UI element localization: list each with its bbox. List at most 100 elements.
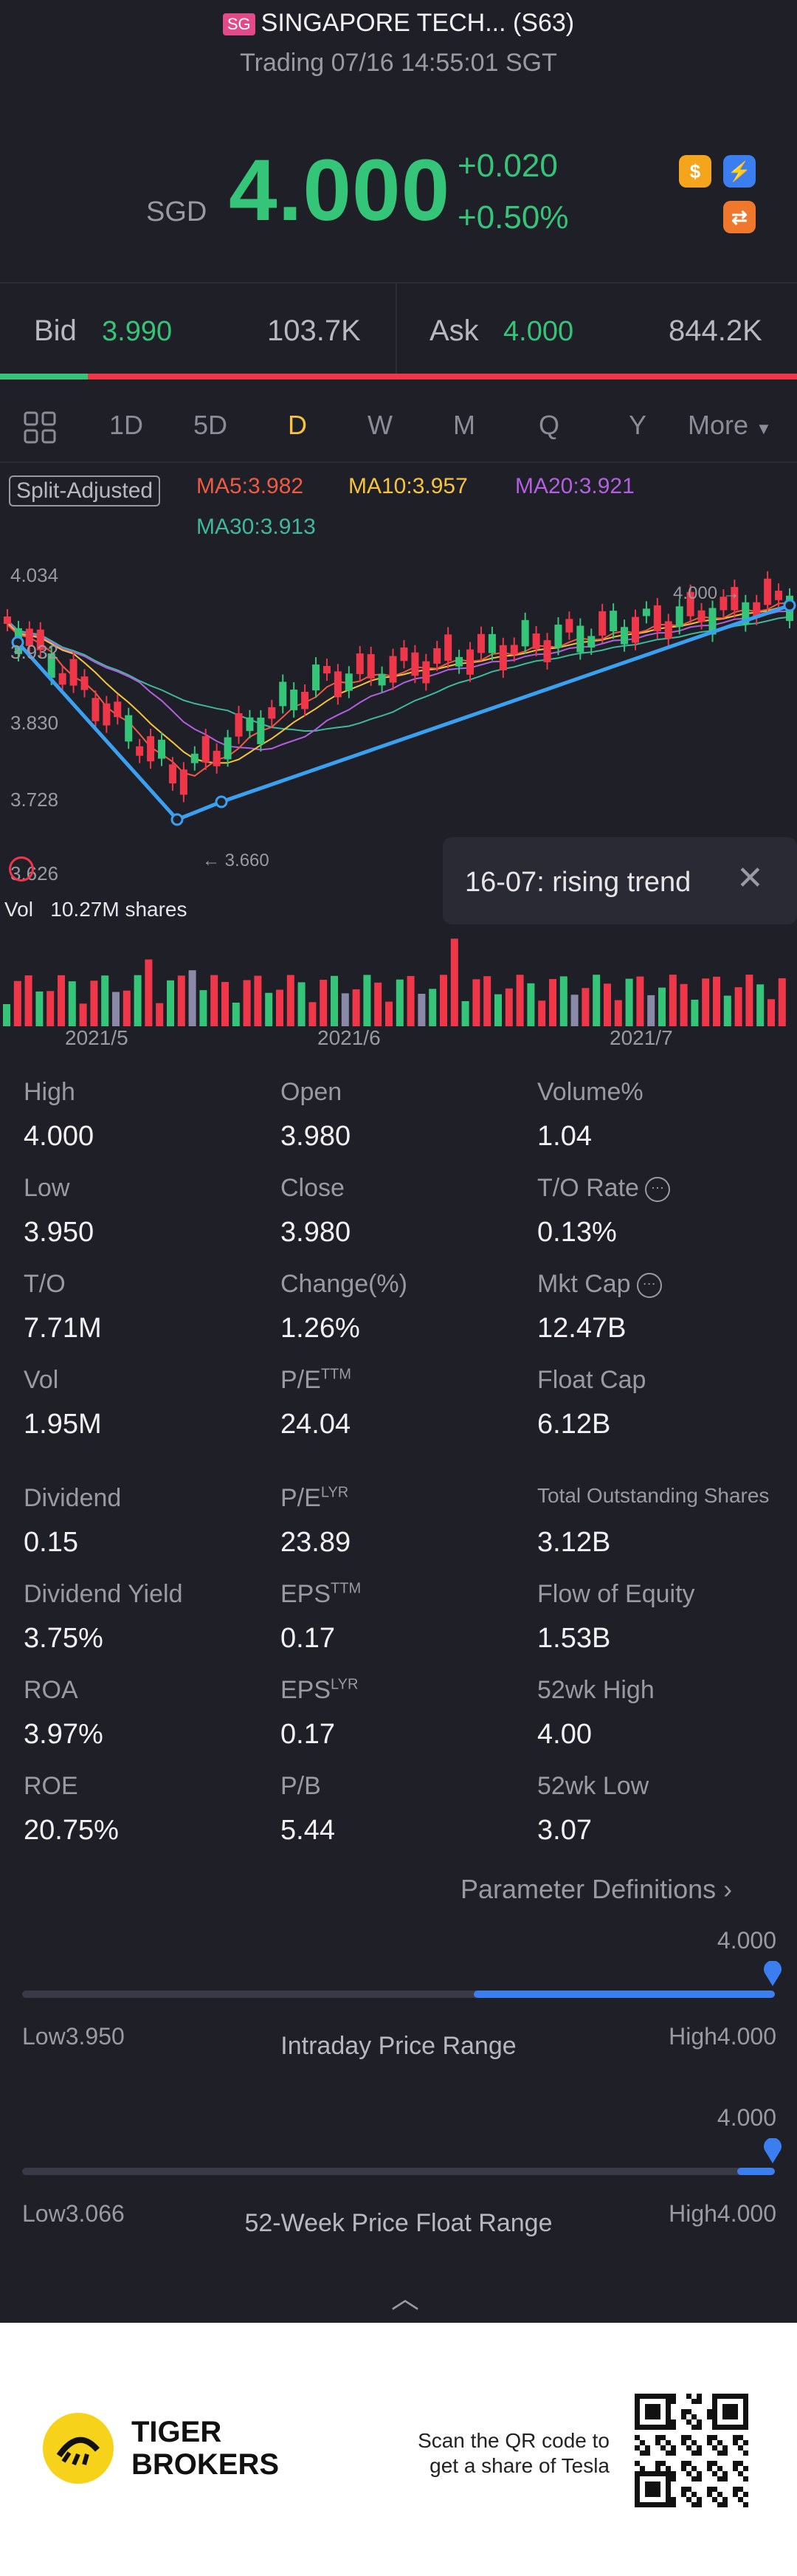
qr-module <box>738 2487 743 2492</box>
qr-module <box>681 2487 686 2492</box>
stat-label-text: Dividend <box>24 1484 122 1512</box>
y-axis-mid-label: 3.830 <box>10 712 59 734</box>
qr-module <box>655 2502 660 2507</box>
qr-module <box>697 2450 702 2456</box>
stat-label: Dividend <box>24 1484 121 1513</box>
candle-body <box>775 591 783 600</box>
qr-module <box>645 2450 650 2456</box>
qr-module <box>635 2487 640 2492</box>
tab-d[interactable]: D <box>288 410 307 440</box>
candle-body <box>686 591 694 616</box>
qr-module <box>635 2481 640 2487</box>
candle-body <box>69 659 77 686</box>
info-icon[interactable]: ⋯ <box>644 1177 670 1203</box>
qr-module <box>645 2414 650 2419</box>
trend-point <box>11 636 24 649</box>
target-icon[interactable] <box>9 856 34 882</box>
stat-label: High <box>24 1078 75 1107</box>
last-price: 4.000 <box>229 142 451 239</box>
tab-more[interactable]: More ▼ <box>688 410 772 441</box>
stat-label-text: ROE <box>24 1772 78 1800</box>
qr-module <box>640 2471 645 2476</box>
tab-5d[interactable]: 5D <box>193 410 228 440</box>
stat-value: 1.04 <box>537 1121 592 1152</box>
grid-icon[interactable] <box>22 410 58 445</box>
tab-w[interactable]: W <box>368 410 393 440</box>
qr-module <box>738 2425 743 2430</box>
volume-bar <box>177 975 185 1026</box>
qr-module <box>660 2461 666 2466</box>
volume-bar <box>461 1000 469 1026</box>
volume-bar <box>90 980 98 1026</box>
volume-bar <box>658 987 666 1026</box>
flash-icon[interactable]: ⚡ <box>723 155 756 188</box>
qr-module <box>655 2466 660 2471</box>
range-current-value: 4.000 <box>717 2104 776 2131</box>
trend-point <box>783 599 796 612</box>
qr-module <box>655 2487 660 2492</box>
chevron-up-icon[interactable]: ︿ <box>391 2284 420 2315</box>
candle-body <box>58 673 66 685</box>
stat-value: 0.17 <box>280 1719 335 1750</box>
qr-module <box>697 2419 702 2425</box>
volume-bar <box>396 979 404 1026</box>
candle-body <box>25 628 33 646</box>
volume-bar <box>625 978 633 1026</box>
tab-m[interactable]: M <box>453 410 475 440</box>
swap-icon[interactable]: ⇄ <box>723 201 756 233</box>
ma20-label: MA20:3.921 <box>515 474 635 498</box>
qr-module <box>691 2476 697 2481</box>
stat-label: P/ELYR <box>280 1484 348 1513</box>
qr-module <box>733 2440 738 2445</box>
qr-module <box>743 2414 748 2419</box>
ma30-label: MA30:3.913 <box>196 515 316 539</box>
chevron-down-icon: ▼ <box>756 419 772 438</box>
volume-bar <box>156 1003 164 1026</box>
qr-module <box>722 2502 728 2507</box>
candle-body <box>190 753 199 763</box>
candle-body <box>664 621 672 639</box>
stat-value: 3.97% <box>24 1719 103 1750</box>
volume-bar <box>199 990 207 1026</box>
qr-module <box>697 2399 702 2404</box>
y-axis-top-label: 4.034 <box>10 564 59 586</box>
tab-y[interactable]: Y <box>629 410 647 440</box>
tab-1d[interactable]: 1D <box>109 410 144 440</box>
qr-module <box>743 2394 748 2399</box>
stat-label: P/B <box>280 1772 321 1801</box>
bid-ask-separator <box>396 284 397 375</box>
volume-bar <box>767 999 775 1026</box>
qr-module <box>681 2440 686 2445</box>
stat-value: 1.26% <box>280 1313 360 1344</box>
qr-module <box>671 2502 676 2507</box>
volume-bar <box>559 976 567 1026</box>
tab-q[interactable]: Q <box>539 410 560 440</box>
close-icon[interactable]: ✕ <box>736 860 764 896</box>
qr-module <box>728 2414 733 2419</box>
candle-body <box>4 616 11 624</box>
volume-bar <box>276 989 283 1026</box>
volume-bar <box>527 983 535 1026</box>
dollar-icon[interactable]: $ <box>679 155 711 188</box>
qr-module <box>666 2419 671 2425</box>
stat-value: 7.71M <box>24 1313 102 1344</box>
qr-module <box>717 2492 722 2497</box>
bid-label: Bid <box>34 315 77 347</box>
info-icon[interactable]: ⋯ <box>636 1273 662 1299</box>
stat-label: ROA <box>24 1676 78 1705</box>
volume-bar <box>778 978 786 1026</box>
qr-module <box>645 2409 650 2414</box>
candlestick-chart[interactable] <box>0 561 797 886</box>
qr-module <box>712 2471 717 2476</box>
qr-module <box>686 2471 691 2476</box>
candle-body <box>125 715 133 742</box>
stat-label: Total Outstanding Shares <box>537 1484 769 1508</box>
qr-module <box>707 2409 712 2414</box>
qr-module <box>722 2404 728 2409</box>
split-adjusted-toggle[interactable]: Split-Adjusted <box>9 475 161 506</box>
candle-body <box>378 673 386 686</box>
candle-body <box>422 661 430 684</box>
parameter-definitions-link[interactable]: Parameter Definitions › <box>460 1874 732 1905</box>
stat-label-text: Open <box>280 1078 342 1106</box>
qr-module <box>645 2394 650 2399</box>
